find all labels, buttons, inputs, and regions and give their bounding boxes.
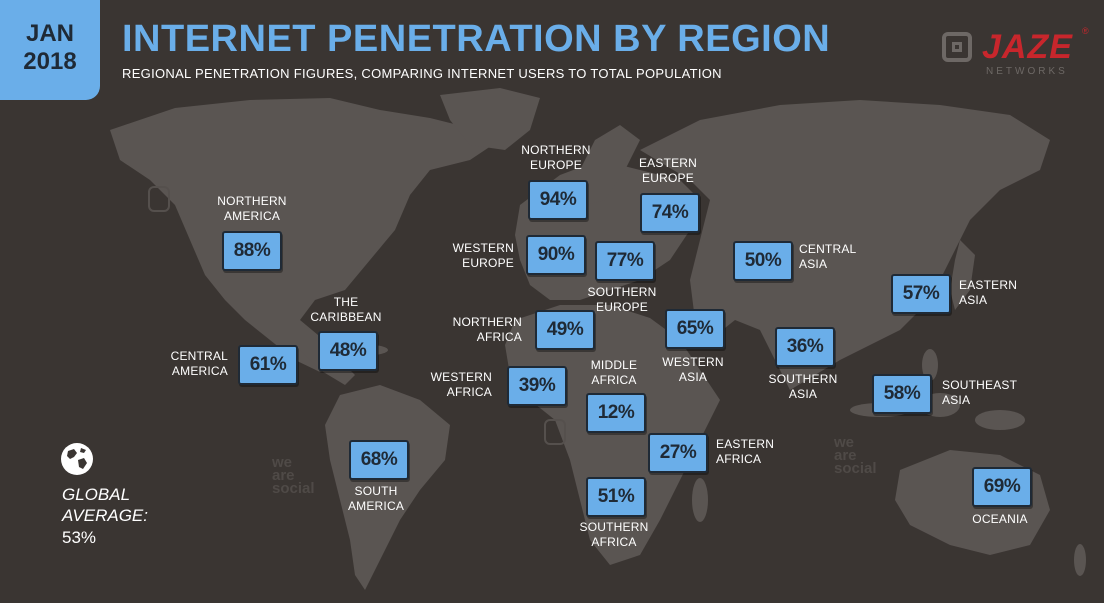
- region-value-eastern-africa: 27%: [648, 433, 708, 473]
- region-value-central-america: 61%: [238, 345, 298, 385]
- region-label-south-america: SOUTH AMERICA: [347, 484, 405, 513]
- brand-mark-icon: [942, 32, 972, 62]
- region-value-northern-europe: 94%: [528, 180, 588, 220]
- region-label-southeast-asia: SOUTHEAST ASIA: [942, 378, 1018, 407]
- region-label-central-asia: CENTRAL ASIA: [799, 242, 857, 271]
- owl-watermark-icon: [148, 186, 170, 212]
- region-value-southern-europe: 77%: [595, 241, 655, 281]
- landmass-scandinavia: [575, 125, 640, 205]
- watermark-text: we are social: [272, 454, 315, 497]
- region-label-western-europe: WESTERN EUROPE: [452, 241, 514, 270]
- region-value-southern-asia: 36%: [775, 327, 835, 367]
- page-title: INTERNET PENETRATION BY REGION: [122, 18, 831, 60]
- region-value-southeast-asia: 58%: [872, 374, 932, 414]
- region-value-caribbean: 48%: [318, 331, 378, 371]
- region-label-western-africa: WESTERN AFRICA: [430, 370, 492, 399]
- region-value-middle-africa: 12%: [586, 393, 646, 433]
- owl-watermark-icon: [544, 419, 566, 445]
- watermark-text: we are social: [834, 434, 877, 477]
- region-label-northern-africa: NORTHERN AFRICA: [452, 315, 522, 344]
- region-label-southern-asia: SOUTHERN ASIA: [768, 372, 838, 401]
- global-average-label-line1: GLOBAL: [62, 485, 131, 504]
- global-average-label-line2: AVERAGE:: [62, 506, 148, 525]
- region-label-northern-europe: NORTHERN EUROPE: [521, 143, 591, 172]
- brand-sub: NETWORKS: [986, 66, 1068, 77]
- region-value-central-asia: 50%: [733, 241, 793, 281]
- page-subtitle: REGIONAL PENETRATION FIGURES, COMPARING …: [122, 66, 722, 81]
- region-label-eastern-africa: EASTERN AFRICA: [716, 437, 775, 466]
- region-label-northern-america: NORTHERN AMERICA: [217, 194, 287, 223]
- region-value-western-africa: 39%: [507, 366, 567, 406]
- landmass-south-america: [325, 385, 450, 590]
- region-value-northern-america: 88%: [222, 231, 282, 271]
- date-month: JAN: [25, 20, 74, 47]
- landmass-greenland: [440, 88, 540, 150]
- landmass-philippines: [922, 349, 938, 381]
- brand-registered: ®: [1082, 26, 1089, 36]
- region-value-southern-africa: 51%: [586, 477, 646, 517]
- brand-logo: JAZE ® NETWORKS: [942, 26, 1092, 80]
- globe-icon: [61, 443, 93, 475]
- date-tab: JAN 2018: [0, 0, 100, 100]
- date-year: 2018: [23, 48, 77, 75]
- region-value-northern-africa: 49%: [535, 310, 595, 350]
- landmass-madagascar: [692, 478, 708, 522]
- global-average-value: 53%: [62, 528, 97, 547]
- region-label-western-asia: WESTERN ASIA: [662, 355, 724, 384]
- region-value-south-america: 68%: [349, 440, 409, 480]
- landmass-new-zealand: [1074, 544, 1086, 576]
- region-label-eastern-europe: EASTERN EUROPE: [638, 156, 698, 185]
- region-label-middle-africa: MIDDLE AFRICA: [590, 358, 638, 387]
- region-label-central-america: CENTRAL AMERICA: [170, 349, 228, 378]
- global-average-label: GLOBAL AVERAGE:: [62, 484, 148, 526]
- region-label-eastern-asia: EASTERN ASIA: [959, 278, 1018, 307]
- region-value-eastern-asia: 57%: [891, 274, 951, 314]
- region-label-caribbean: THE CARIBBEAN: [310, 295, 382, 324]
- landmass-asia: [640, 100, 1050, 390]
- brand-name: JAZE: [982, 28, 1073, 66]
- landmass-japan: [950, 240, 975, 310]
- region-value-western-europe: 90%: [526, 235, 586, 275]
- region-value-oceania: 69%: [972, 467, 1032, 507]
- region-label-oceania: OCEANIA: [972, 512, 1028, 526]
- region-label-southern-africa: SOUTHERN AFRICA: [579, 520, 649, 549]
- landmass-new-guinea: [975, 410, 1025, 430]
- region-value-western-asia: 65%: [665, 309, 725, 349]
- landmass-north-america: [110, 98, 500, 372]
- region-label-southern-europe: SOUTHERN EUROPE: [587, 285, 657, 314]
- region-value-eastern-europe: 74%: [640, 193, 700, 233]
